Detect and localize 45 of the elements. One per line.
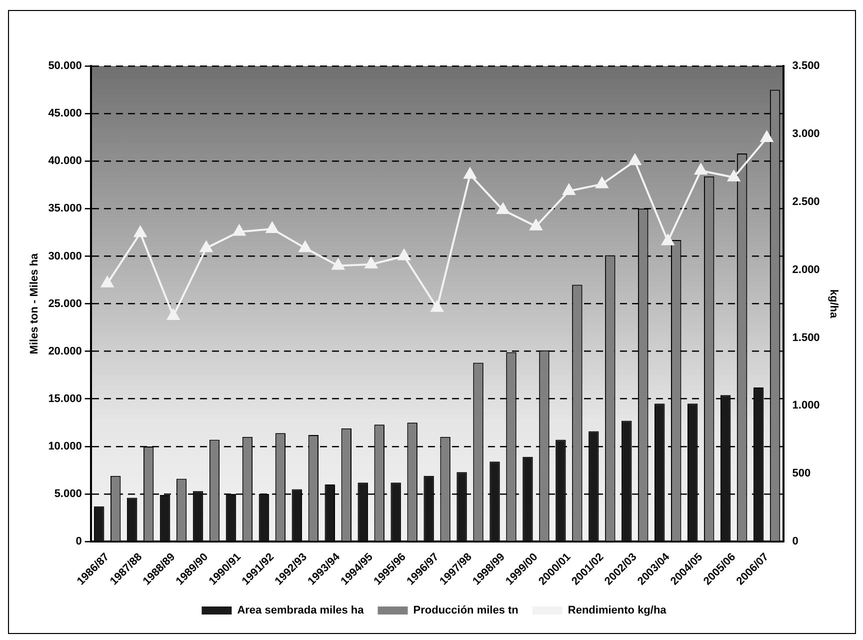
point: [200, 241, 212, 252]
y-tick-label: 15.000: [48, 392, 82, 405]
point: [266, 222, 278, 234]
y-tick-label: 30.000: [48, 250, 82, 262]
y2-tick-label: 3.000: [792, 128, 820, 140]
y-tick-label: 10.000: [48, 440, 82, 452]
point: [398, 249, 410, 260]
y2-tick-label: 2.500: [792, 196, 820, 208]
point: [496, 203, 510, 214]
point: [134, 226, 146, 238]
point: [233, 224, 246, 236]
point: [298, 241, 312, 252]
legend-label: Producción miles tn: [413, 604, 519, 617]
y-tick-label: 35.000: [48, 202, 82, 215]
point: [628, 154, 642, 166]
y-tick-label: 45.000: [48, 108, 82, 120]
y2-tick-label: 0: [792, 536, 798, 548]
point: [364, 257, 378, 268]
legend-label: Rendimiento kg/ha: [568, 604, 668, 617]
point: [562, 184, 576, 195]
point: [430, 300, 444, 312]
point: [101, 276, 114, 288]
y-axis-title: Miles ton - Miles ha: [28, 252, 41, 354]
point: [728, 170, 740, 182]
y-tick-label: 5.000: [54, 488, 82, 500]
y-tick-label: 0: [76, 536, 82, 548]
y-tick-label: 40.000: [48, 155, 82, 168]
point: [694, 164, 708, 175]
point: [332, 258, 344, 270]
y2-tick-label: 500: [792, 468, 811, 480]
point: [596, 177, 608, 188]
y-tick-label: 25.000: [48, 298, 82, 310]
y2-tick-label: 1.000: [792, 400, 820, 412]
y2-tick-label: 3.500: [792, 60, 820, 72]
y-tick-label: 50.000: [48, 60, 82, 72]
point: [530, 219, 542, 230]
point: [464, 168, 476, 179]
y2-tick-label: 1.500: [792, 332, 820, 344]
y-tick-label: 20.000: [48, 345, 82, 358]
y2-tick-label: 2.000: [792, 264, 820, 276]
point: [167, 309, 180, 320]
point: [662, 234, 674, 246]
point: [760, 131, 773, 142]
legend-label: Area sembrada miles ha: [237, 604, 365, 617]
y2-axis-title: kg/ha: [827, 289, 840, 320]
